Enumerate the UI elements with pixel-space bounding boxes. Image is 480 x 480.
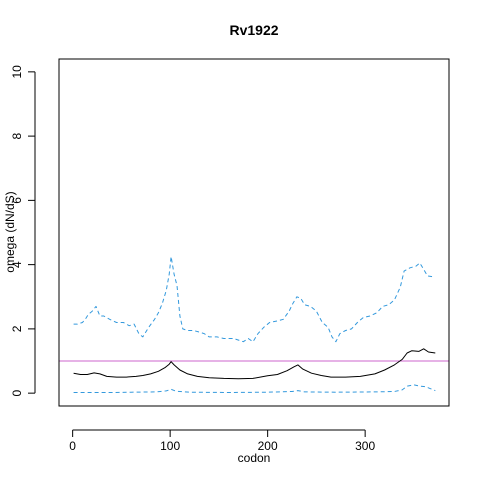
y-axis-label: omega (dN/dS) xyxy=(3,191,17,272)
y-tick-label: 4 xyxy=(10,261,24,268)
plot-frame xyxy=(58,58,450,407)
x-tick-label: 0 xyxy=(69,439,76,453)
x-tick-label: 200 xyxy=(258,439,278,453)
y-tick-label: 2 xyxy=(10,325,24,332)
y-tick-label: 10 xyxy=(10,65,24,79)
x-axis-label: codon xyxy=(238,451,271,465)
series-line-estimate xyxy=(73,348,436,380)
series-line-upper xyxy=(73,256,434,343)
y-tick-label: 8 xyxy=(10,132,24,139)
y-tick-label: 6 xyxy=(10,197,24,204)
x-tick-label: 300 xyxy=(355,439,375,453)
plot-area xyxy=(59,256,449,393)
x-tick-label: 100 xyxy=(160,439,180,453)
chart-title: Rv1922 xyxy=(229,22,278,38)
series-line-lower xyxy=(73,384,436,393)
y-tick-label: 0 xyxy=(10,389,24,396)
